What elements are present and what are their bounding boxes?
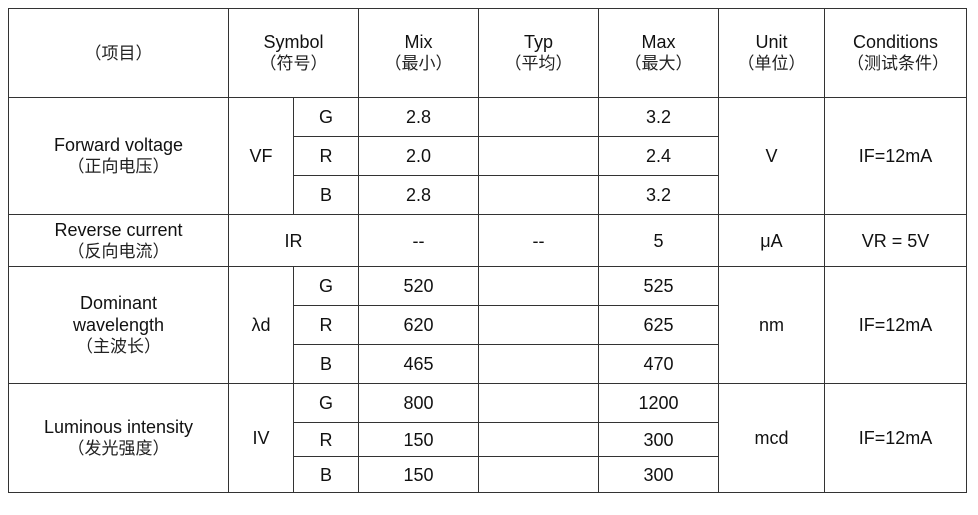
color-cell: G <box>293 266 359 306</box>
header-item: （项目） <box>8 8 229 98</box>
item-name-cn: （反向电流） <box>67 241 170 262</box>
header-symbol-label: Symbol <box>263 32 324 52</box>
typ-cell <box>478 136 599 176</box>
max-cell: 470 <box>598 344 719 384</box>
table-row: R 620 625 <box>9 305 967 345</box>
min-cell: 520 <box>358 266 479 306</box>
unit-cell: nm <box>718 266 825 384</box>
header-symbol-cn: （符号） <box>259 54 328 74</box>
typ-cell <box>478 456 599 493</box>
table-row: Forward voltage （正向电压） VF G 2.8 3.2 V IF=… <box>8 97 967 215</box>
header-min: Mix （最小） <box>358 8 479 98</box>
color-cell: B <box>293 456 359 493</box>
header-typ: Typ （平均） <box>478 8 599 98</box>
unit-cell: V <box>718 97 825 215</box>
header-item-label: （项目） <box>84 43 153 64</box>
item-name: Luminous intensity <box>43 417 194 437</box>
max-cell: 3.2 <box>598 175 719 215</box>
min-cell: 620 <box>358 305 479 345</box>
item-name: Dominant wavelength <box>72 293 165 335</box>
header-max-cn: （最大） <box>624 54 693 74</box>
table-row: R 150 300 <box>9 422 967 457</box>
typ-cell <box>478 175 599 215</box>
header-unit-label: Unit <box>755 32 788 52</box>
max-cell: 525 <box>598 266 719 306</box>
typ-cell <box>478 422 599 457</box>
item-name: Reverse current <box>54 219 183 240</box>
color-cell: R <box>293 422 359 457</box>
item-cell: Luminous intensity （发光强度） <box>8 383 229 493</box>
table-row: Dominant wavelength （主波长） λd G 520 525 nm… <box>8 266 967 384</box>
typ-cell <box>478 383 599 423</box>
max-cell: 2.4 <box>598 136 719 176</box>
min-cell: 800 <box>358 383 479 423</box>
color-cell: G <box>293 97 359 137</box>
color-cell: B <box>293 344 359 384</box>
header-unit-cn: （单位） <box>737 54 806 74</box>
item-name: Forward voltage <box>53 135 184 155</box>
item-cell: Dominant wavelength （主波长） <box>8 266 229 384</box>
symbol-cell: IV <box>228 383 294 493</box>
symbol-cell: IR <box>228 214 359 267</box>
min-cell: 2.8 <box>358 175 479 215</box>
color-cell: R <box>293 305 359 345</box>
header-max: Max （最大） <box>598 8 719 98</box>
min-cell: 465 <box>358 344 479 384</box>
header-conditions: Conditions （测试条件） <box>824 8 967 98</box>
table-row: R 2.0 2.4 <box>9 136 967 176</box>
unit-cell: mcd <box>718 383 825 493</box>
table-row: Reverse current （反向电流） IR -- -- 5 μA VR =… <box>8 214 967 267</box>
condition-cell: VR = 5V <box>824 214 967 267</box>
header-conditions-label: Conditions <box>852 32 939 52</box>
max-cell: 300 <box>598 456 719 493</box>
max-cell: 300 <box>598 422 719 457</box>
min-cell: 2.8 <box>358 97 479 137</box>
item-cell: Reverse current （反向电流） <box>8 214 229 267</box>
unit-cell: μA <box>718 214 825 267</box>
item-cell: Forward voltage （正向电压） <box>8 97 229 215</box>
color-cell: B <box>293 175 359 215</box>
table-row: B 150 300 <box>9 456 967 493</box>
table-row: Luminous intensity （发光强度） IV G 800 1200 m… <box>8 383 967 493</box>
header-min-cn: （最小） <box>384 54 453 74</box>
header-symbol: Symbol （符号） <box>228 8 359 98</box>
max-cell: 3.2 <box>598 97 719 137</box>
color-cell: G <box>293 383 359 423</box>
typ-cell <box>478 344 599 384</box>
typ-cell <box>478 305 599 345</box>
max-cell: 625 <box>598 305 719 345</box>
condition-cell: IF=12mA <box>824 383 967 493</box>
typ-cell <box>478 266 599 306</box>
typ-cell <box>478 97 599 137</box>
item-name-cn: （正向电压） <box>67 157 170 177</box>
condition-cell: IF=12mA <box>824 97 967 215</box>
max-cell: 5 <box>598 214 719 267</box>
item-name-cn: （发光强度） <box>67 439 170 459</box>
item-name-cn: （主波长） <box>76 337 161 357</box>
header-unit: Unit （单位） <box>718 8 825 98</box>
condition-cell: IF=12mA <box>824 266 967 384</box>
min-cell: 150 <box>358 422 479 457</box>
table-row: B 2.8 3.2 <box>9 175 967 215</box>
min-cell: 150 <box>358 456 479 493</box>
symbol-cell: λd <box>228 266 294 384</box>
min-cell: -- <box>358 214 479 267</box>
color-cell: R <box>293 136 359 176</box>
header-min-label: Mix <box>404 32 433 52</box>
header-row: （项目） Symbol （符号） Mix （最小） Typ （平均） Max （最大） … <box>8 8 967 98</box>
led-characteristics-table: （项目） Symbol （符号） Mix （最小） Typ （平均） Max （最大） … <box>8 8 967 493</box>
header-typ-label: Typ <box>523 32 553 52</box>
header-typ-cn: （平均） <box>504 54 573 74</box>
min-cell: 2.0 <box>358 136 479 176</box>
header-conditions-cn: （测试条件） <box>847 54 949 74</box>
typ-cell: -- <box>478 214 599 267</box>
symbol-cell: VF <box>228 97 294 215</box>
max-cell: 1200 <box>598 383 719 423</box>
header-max-label: Max <box>641 32 676 52</box>
